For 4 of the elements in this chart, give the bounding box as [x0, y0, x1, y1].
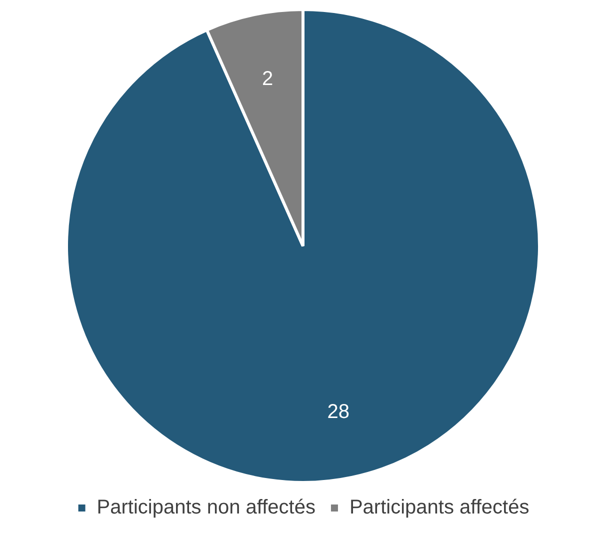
data-label: 2	[262, 68, 274, 90]
data-label: 28	[327, 401, 350, 424]
legend-label: Participants non affectés	[96, 496, 316, 519]
legend-label: Participants affectés	[349, 496, 530, 519]
